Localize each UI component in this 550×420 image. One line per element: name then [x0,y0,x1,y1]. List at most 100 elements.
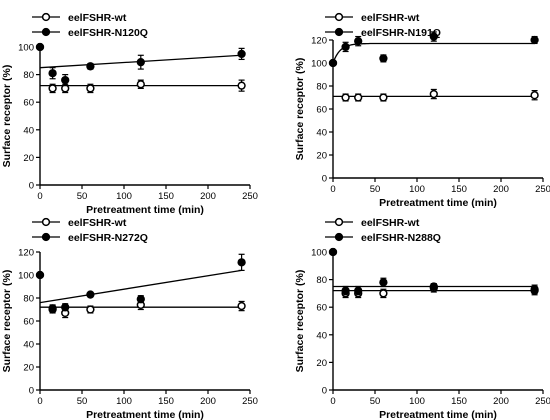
x-tick-label: 50 [370,396,381,407]
y-tick-label: 20 [23,363,34,374]
data-point [237,49,246,59]
legend-label: eelFSHR-wt [361,12,420,24]
data-point [341,93,350,102]
y-tick-label: 40 [316,330,327,341]
x-tick-label: 150 [451,396,467,407]
data-point [237,301,246,311]
x-tick-label: 200 [200,191,216,202]
legend-marker [41,27,51,37]
y-tick-label: 40 [23,340,34,351]
data-point [35,42,45,52]
data-point [379,289,388,298]
y-axis-title: Surface receptor (%) [294,270,306,373]
data-point [61,75,70,85]
data-point [379,54,388,63]
x-tick-label: 200 [200,396,216,407]
x-tick-label: 150 [158,191,174,202]
y-tick-label: 80 [316,275,327,286]
data-point [354,37,363,46]
legend-marker [334,12,344,22]
y-tick-label: 100 [311,59,327,70]
y-tick-label: 20 [23,153,34,164]
x-axis-title: Pretreatment time (min) [379,197,497,209]
data-point [341,286,350,295]
y-tick-label: 0 [322,174,327,185]
data-point [341,42,350,52]
panel-3: 0 50 100 150 200 250 0 20 40 60 80 100 120 Pretreatme… [1,217,258,420]
data-point [237,258,246,267]
data-point [328,58,338,68]
x-tick-label: 100 [409,184,425,195]
data-point [48,305,57,314]
y-tick-label: 120 [311,36,327,47]
x-axis-title: Pretreatment time (min) [86,409,204,420]
data-point [35,270,45,280]
y-tick-label: 60 [316,303,327,314]
legend-label: eelFSHR-wt [68,217,127,229]
y-tick-label: 100 [18,43,34,54]
legend-label: eelFSHR-N191Q [361,27,441,39]
y-axis-title: Surface receptor (%) [1,270,13,373]
y-tick-label: 0 [29,181,34,192]
data-point [530,286,539,295]
x-tick-label: 200 [493,184,509,195]
legend-label: eelFSHR-N288Q [361,232,441,244]
legend-marker [41,12,51,22]
legend-marker [334,27,344,37]
data-point [136,58,145,67]
series-eelfshr-n120q [35,42,246,87]
y-tick-label: 20 [316,358,327,369]
data-point [354,286,363,295]
fit-line [39,269,242,304]
data-point [237,81,246,90]
data-point [429,282,438,291]
data-point [379,93,388,102]
series-eelfshr-wt [328,58,539,102]
panel-1: 0 50 100 150 200 250 0 20 40 60 80 100 Pretreatment … [1,12,258,216]
y-tick-label: 60 [316,105,327,116]
x-tick-label: 100 [116,191,132,202]
series-eelfshr-n191q [328,31,539,68]
y-tick-label: 80 [23,294,34,305]
data-point [61,303,70,312]
x-tick-label: 150 [158,396,174,407]
data-point [136,295,145,304]
y-tick-label: 40 [23,125,34,136]
data-point [429,32,438,41]
x-tick-label: 50 [77,396,88,407]
series-eelfshr-n288q [328,247,539,296]
legend-label: eelFSHR-N272Q [68,232,148,244]
y-tick-label: 80 [23,70,34,81]
y-axis-title: Surface receptor (%) [1,65,13,168]
legend-label: eelFSHR-wt [361,217,420,229]
y-tick-label: 0 [322,386,327,397]
y-tick-label: 100 [18,271,34,282]
data-point [530,91,539,100]
panel-4: 0 50 100 150 200 250 0 20 40 60 80 100 Pretreatment … [294,217,550,420]
y-axis-title: Surface receptor (%) [294,58,306,161]
y-tick-label: 120 [18,248,34,259]
y-tick-label: 40 [316,128,327,139]
data-point [429,89,438,99]
legend-marker [41,232,51,242]
data-point [86,62,95,71]
legend-marker [334,217,344,227]
x-tick-label: 0 [37,191,42,202]
data-point [136,80,145,89]
x-axis-title: Pretreatment time (min) [379,409,497,420]
y-tick-label: 100 [311,248,327,259]
data-point [86,305,95,314]
x-tick-label: 0 [330,396,335,407]
x-tick-label: 50 [370,184,381,195]
x-tick-label: 0 [37,396,42,407]
fit-curve [332,42,535,64]
y-tick-label: 60 [23,317,34,328]
data-point [48,69,57,78]
x-tick-label: 250 [242,191,258,202]
x-tick-label: 100 [116,396,132,407]
panel-2: 0 50 100 150 200 250 0 20 40 60 80 100 120 Pretreatme… [294,12,550,209]
legend-marker [334,232,344,242]
legend-label: eelFSHR-wt [68,12,127,24]
x-tick-label: 250 [242,396,258,407]
